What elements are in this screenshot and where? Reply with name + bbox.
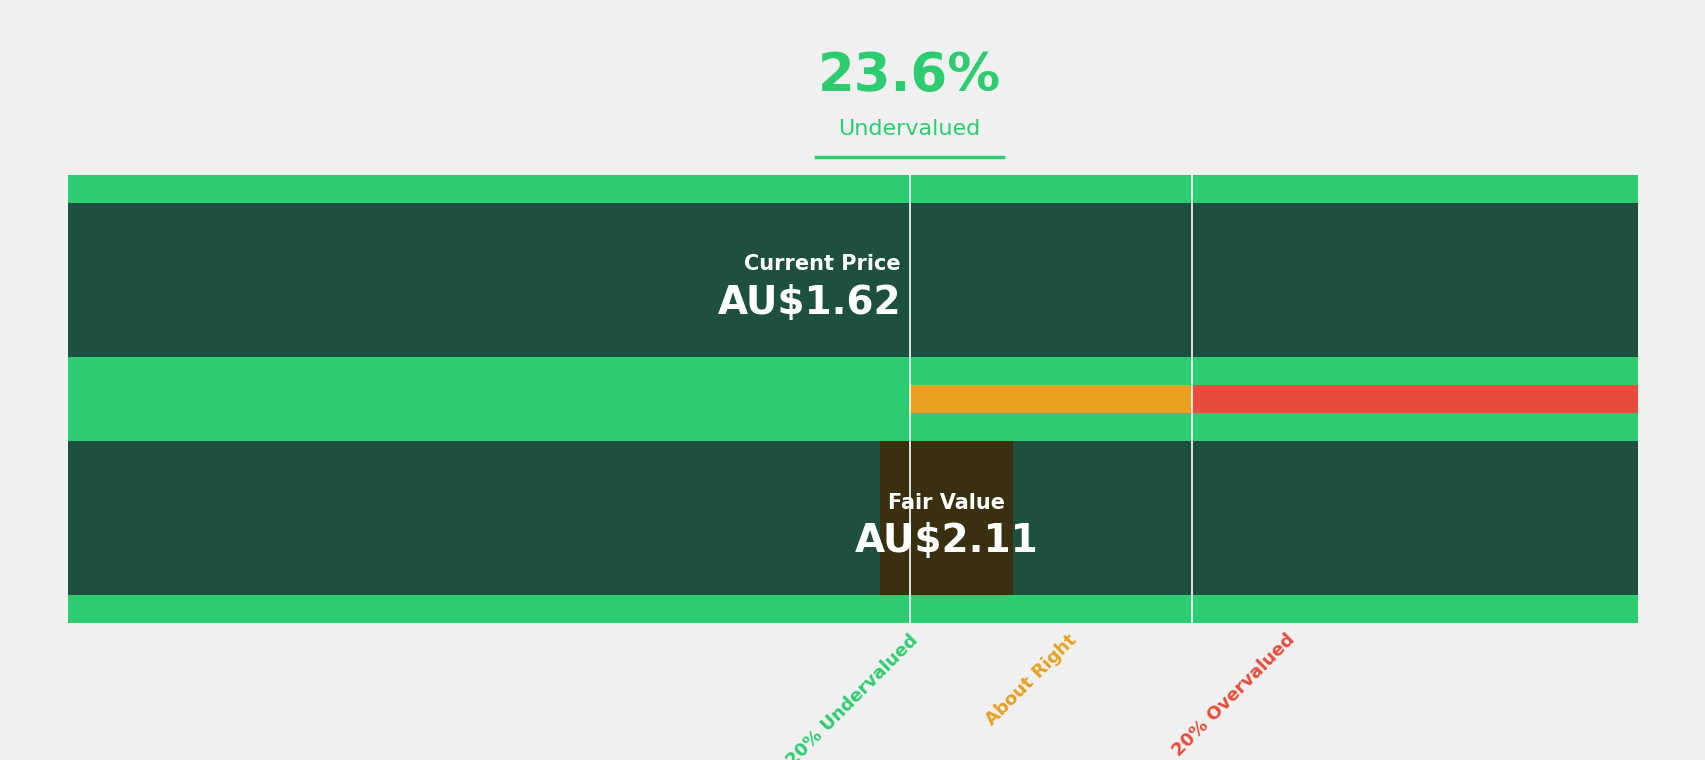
Text: 20% Undervalued: 20% Undervalued <box>783 631 922 760</box>
Text: AU$2.11: AU$2.11 <box>854 522 1038 560</box>
Text: AU$1.62: AU$1.62 <box>716 284 900 322</box>
Text: Undervalued: Undervalued <box>837 119 980 139</box>
Text: 20% Overvalued: 20% Overvalued <box>1168 631 1298 760</box>
Text: About Right: About Right <box>982 631 1079 729</box>
Bar <box>68 356 1637 385</box>
Bar <box>909 175 1192 623</box>
Bar <box>1192 175 1637 623</box>
Bar <box>68 175 1637 203</box>
Bar <box>68 175 909 623</box>
Bar <box>880 442 1013 595</box>
Text: 23.6%: 23.6% <box>817 50 1001 102</box>
Bar <box>68 442 1637 595</box>
Bar <box>68 595 1637 623</box>
Bar <box>68 413 1637 442</box>
Text: Current Price: Current Price <box>743 255 900 274</box>
Text: Fair Value: Fair Value <box>887 492 1004 513</box>
Bar <box>68 203 1637 356</box>
